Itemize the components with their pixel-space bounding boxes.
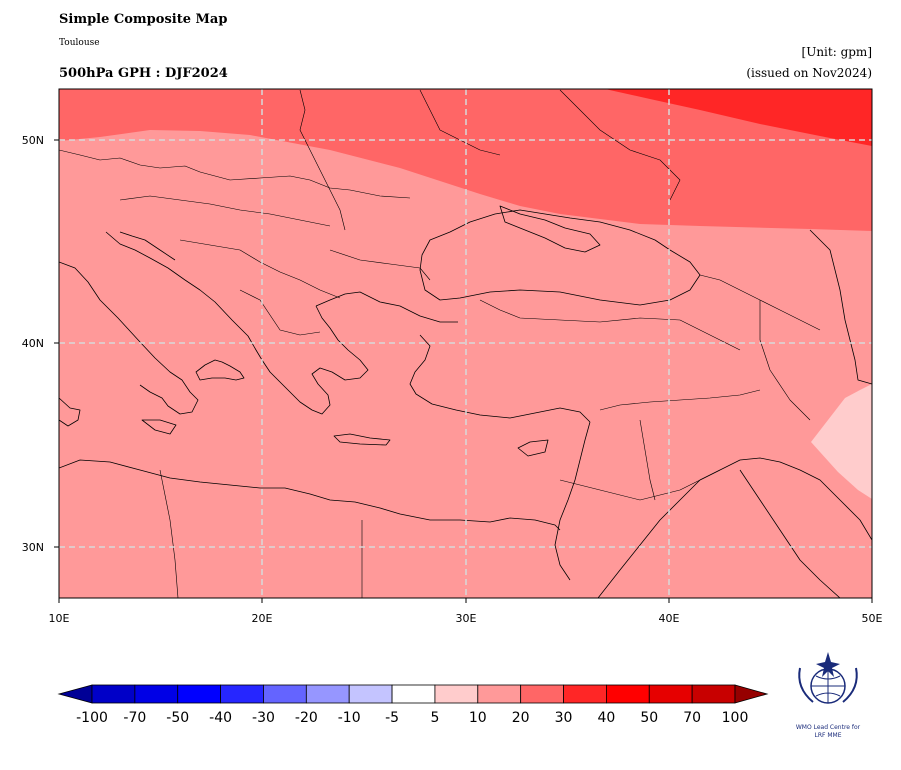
border-jordan-saudi (559, 469, 721, 501)
colorbar-cell (220, 684, 264, 704)
laurel-left (798, 667, 814, 703)
lon-label-30e: 30E (456, 612, 477, 625)
issued-label: (issued on Nov2024) (746, 66, 872, 80)
adriatic-east-coast (105, 231, 263, 361)
map-subtitle: Toulouse (59, 38, 100, 48)
anatolia-south (409, 334, 591, 423)
colorbar-cell (563, 684, 607, 704)
colorbar-cell (391, 684, 436, 704)
sicily (141, 419, 177, 435)
band-5-10 (811, 384, 872, 499)
border-tunisia-libya (159, 469, 179, 598)
caspian-west (809, 229, 872, 385)
greece-coast (261, 305, 369, 415)
country-borders (59, 89, 821, 598)
border-belarus (419, 89, 501, 156)
colorbar-label: -10 (338, 710, 361, 726)
colorbar-label: -30 (252, 710, 275, 726)
colorbar-cell (606, 684, 650, 704)
azov-sea (499, 205, 601, 253)
lat-label-40n: 40N (22, 337, 44, 350)
border-turkey-north (479, 299, 741, 351)
colorbar-cells (91, 684, 736, 704)
colorbar-label: -5 (385, 710, 399, 726)
colorbar-extend-high (734, 684, 769, 704)
latitude-labels: 50N 40N 30N (22, 134, 44, 554)
colorbar-cell (477, 684, 522, 704)
cyprus (517, 439, 549, 457)
border-turkey-syria (599, 389, 761, 411)
star-icon (816, 652, 840, 677)
arabia-edge (739, 469, 841, 598)
colorbar-cell (134, 684, 179, 704)
border-czech-slovakia (199, 171, 411, 199)
colorbar-label: 10 (469, 710, 487, 726)
colorbar-cell (520, 684, 564, 704)
colorbar-extend-low (57, 684, 93, 704)
colorbar-cell (434, 684, 479, 704)
map-title: Simple Composite Map (59, 12, 228, 27)
logo-text-line1: WMO Lead Centre for (796, 724, 861, 731)
colorbar-label: -20 (295, 710, 318, 726)
colorbar-cell (177, 684, 222, 704)
axis-ticks (54, 139, 873, 603)
colorbar-label: 70 (683, 710, 701, 726)
colorbar-label: 30 (555, 710, 573, 726)
colorbar-label: -50 (166, 710, 189, 726)
lon-label-20e: 20E (252, 612, 273, 625)
band-30-40 (605, 89, 872, 146)
border-balkans-2 (239, 289, 321, 336)
colorbar-cell (91, 684, 136, 704)
border-balkans-1 (179, 239, 341, 299)
levant-coast (554, 421, 591, 581)
sardinia (59, 397, 81, 427)
colorbar-label: 5 (430, 710, 439, 726)
colorbar-cell (348, 684, 393, 704)
colorbar-cell (691, 684, 736, 704)
border-romania-bulgaria (329, 249, 431, 281)
unit-label: [Unit: gpm] (801, 45, 872, 59)
italy-heel (195, 359, 245, 381)
north-africa-coast (59, 459, 561, 531)
colorbar-label: 20 (512, 710, 530, 726)
gridlines (59, 89, 872, 598)
border-russia-ukraine (559, 89, 681, 201)
colorbar: -100 -70 -50 -40 -30 -20 -10 -5 5 10 20 30 40 50 70 100 (57, 684, 769, 726)
italy-coast (59, 261, 199, 415)
globe-grid (811, 669, 845, 703)
coastlines (59, 205, 872, 598)
border-austria-hungary (119, 195, 331, 227)
red-sea-gulf (597, 457, 872, 598)
lon-label-50e: 50E (862, 612, 883, 625)
colorbar-cell (263, 684, 307, 704)
lat-label-50n: 50N (22, 134, 44, 147)
longitude-labels: 10E 20E 30E 40E 50E (49, 612, 883, 625)
colorbar-label: -70 (123, 710, 146, 726)
laurel-right (842, 667, 858, 703)
colorbar-label: 40 (597, 710, 615, 726)
colorbar-label: 50 (640, 710, 658, 726)
border-germany-south (59, 149, 201, 173)
lon-label-10e: 10E (49, 612, 70, 625)
border-syria-iraq (639, 419, 656, 501)
border-iran-west (759, 300, 811, 421)
field-label: 500hPa GPH : DJF2024 (59, 66, 228, 81)
colorbar-label: -100 (76, 710, 108, 726)
black-sea (419, 209, 701, 306)
crete (333, 433, 391, 446)
lon-label-40e: 40E (659, 612, 680, 625)
colorbar-label: -40 (209, 710, 232, 726)
border-poland-ukraine (299, 89, 346, 231)
colorbar-labels: -100 -70 -50 -40 -30 -20 -10 -5 5 10 20 30 40 50 70 100 (76, 710, 748, 726)
wmo-logo: WMO Lead Centre for LRF MME (796, 652, 861, 739)
aegean-north (315, 291, 458, 323)
colorbar-label: 100 (722, 710, 749, 726)
colorbar-cell (648, 684, 693, 704)
lat-label-30n: 30N (22, 541, 44, 554)
adriatic-north (119, 231, 176, 261)
colorbar-cell (305, 684, 350, 704)
logo-text-line2: LRF MME (814, 732, 841, 739)
